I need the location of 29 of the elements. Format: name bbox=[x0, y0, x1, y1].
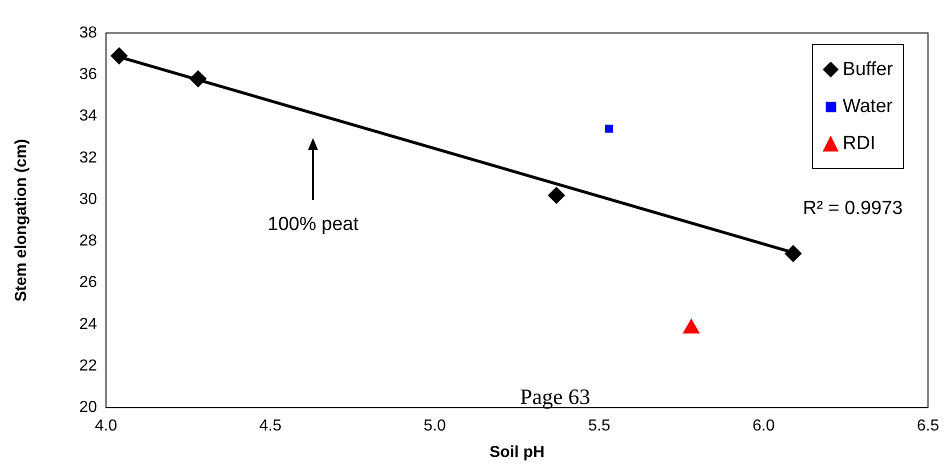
x-tick-label: 6.0 bbox=[752, 418, 775, 435]
point bbox=[605, 124, 614, 133]
legend-label: Water bbox=[842, 96, 893, 118]
y-tick-label: 20 bbox=[79, 399, 98, 416]
y-tick-label: 38 bbox=[79, 24, 98, 42]
x-tick-label: 4.5 bbox=[259, 418, 282, 435]
x-tick-label: 5.0 bbox=[424, 418, 446, 435]
annotation: Page 63 bbox=[520, 384, 590, 410]
point bbox=[190, 70, 207, 88]
x-tick-label: 6.5 bbox=[916, 418, 940, 435]
y-tick-label: 22 bbox=[79, 357, 98, 374]
y-tick-label: 30 bbox=[79, 190, 98, 208]
x-tick-label: 5.5 bbox=[588, 418, 610, 435]
point bbox=[784, 245, 802, 262]
y-tick-label: 34 bbox=[79, 108, 98, 125]
legend-label: RDI bbox=[842, 132, 876, 154]
y-tick-label: 36 bbox=[79, 66, 98, 84]
point bbox=[110, 47, 128, 64]
y-tick-label: 26 bbox=[79, 274, 98, 292]
y-tick-label: 24 bbox=[79, 316, 98, 333]
annotation: R² = 0.9973 bbox=[802, 198, 903, 220]
y-axis-title: Stem elongation (cm) bbox=[13, 138, 30, 302]
x-tick-label: 4.0 bbox=[94, 418, 118, 435]
point bbox=[548, 186, 565, 204]
y-tick-label: 28 bbox=[79, 232, 98, 250]
x-axis-title: Soil pH bbox=[489, 444, 545, 461]
legend-label: Buffer bbox=[842, 58, 893, 80]
y-tick-label: 32 bbox=[79, 149, 98, 166]
annotation: 100% peat bbox=[268, 214, 358, 236]
